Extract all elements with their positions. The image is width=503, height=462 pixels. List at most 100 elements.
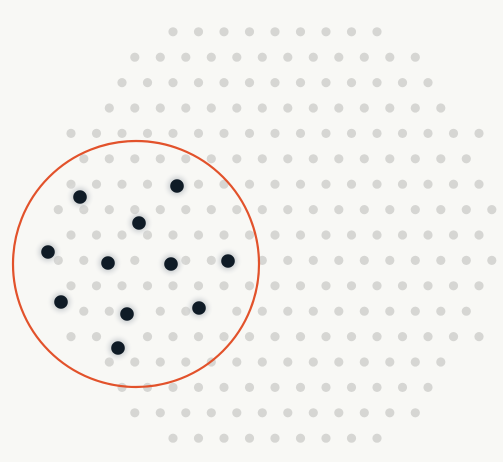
grid-dot <box>321 78 331 88</box>
grid-dot <box>334 408 344 418</box>
grid-dot <box>168 230 178 240</box>
grid-dot <box>193 433 204 443</box>
grid-dot <box>155 103 165 113</box>
grid-dot <box>346 128 357 138</box>
grid-dot <box>130 255 140 265</box>
grid-dot <box>257 357 267 367</box>
grid-dot <box>66 128 76 138</box>
selection-ring[interactable] <box>11 139 261 389</box>
grid-dot <box>423 128 433 138</box>
grid-dot <box>244 78 255 88</box>
grid-dot <box>423 382 433 392</box>
grid-dot <box>257 306 267 316</box>
grid-dot <box>295 230 306 240</box>
grid-dot <box>410 255 420 265</box>
grid-dot <box>219 332 229 342</box>
grid-dot <box>219 78 229 88</box>
grid-dot <box>270 382 280 392</box>
grid-dot <box>423 281 433 291</box>
grid-dot <box>181 103 191 113</box>
grid-dot <box>193 382 204 392</box>
selected-dot[interactable] <box>101 256 115 270</box>
grid-dot <box>436 205 446 215</box>
grid-dot <box>308 357 318 367</box>
selected-dot[interactable] <box>164 257 178 271</box>
grid-dot <box>334 103 344 113</box>
grid-dot <box>193 179 204 189</box>
selected-dot[interactable] <box>111 341 125 355</box>
grid-dot <box>461 306 471 316</box>
grid-dot <box>372 230 382 240</box>
grid-dot <box>448 230 459 240</box>
grid-dot <box>346 78 357 88</box>
grid-dot <box>168 78 178 88</box>
grid-dot <box>346 230 357 240</box>
grid-dot <box>410 205 420 215</box>
selected-dot[interactable] <box>41 245 55 259</box>
selected-dot[interactable] <box>192 301 206 315</box>
selected-dot[interactable] <box>120 307 134 321</box>
grid-dot <box>66 230 76 240</box>
selected-dot[interactable] <box>170 179 184 193</box>
grid-dot <box>283 205 293 215</box>
grid-dot <box>270 78 280 88</box>
grid-dot <box>448 128 459 138</box>
grid-dot <box>359 357 369 367</box>
grid-dot <box>334 357 344 367</box>
grid-dot <box>474 179 484 189</box>
grid-dot <box>359 154 369 164</box>
grid-dot <box>372 128 382 138</box>
grid-dot <box>193 332 204 342</box>
grid-dot <box>130 52 140 62</box>
grid-dot <box>168 332 178 342</box>
grid-dot <box>385 154 395 164</box>
grid-dot <box>448 179 459 189</box>
grid-dot <box>283 103 293 113</box>
grid-dot <box>385 408 395 418</box>
grid-dot <box>244 281 255 291</box>
selected-dots-group <box>33 171 243 363</box>
grid-dot <box>334 154 344 164</box>
grid-dot <box>142 128 153 138</box>
grid-dot <box>244 230 255 240</box>
grid-dot <box>232 52 242 62</box>
grid-dot <box>372 382 382 392</box>
grid-dot <box>257 154 267 164</box>
grid-dot <box>334 306 344 316</box>
grid-dot <box>66 281 76 291</box>
grid-dot <box>321 433 331 443</box>
grid-dot <box>295 27 306 37</box>
grid-dot <box>372 78 382 88</box>
selected-dot[interactable] <box>54 295 68 309</box>
grid-dot <box>321 382 331 392</box>
grid-dot <box>91 230 102 240</box>
grid-dot <box>117 128 127 138</box>
grid-dot <box>372 281 382 291</box>
grid-dot <box>295 78 306 88</box>
grid-dot <box>295 179 306 189</box>
grid-dot <box>244 433 255 443</box>
selected-dot[interactable] <box>221 254 235 268</box>
grid-dot <box>283 408 293 418</box>
grid-dot <box>436 255 446 265</box>
grid-dot <box>283 154 293 164</box>
grid-dot <box>346 179 357 189</box>
selected-dot[interactable] <box>73 190 87 204</box>
grid-dot <box>181 52 191 62</box>
selected-dot[interactable] <box>132 216 146 230</box>
grid-dot <box>410 103 420 113</box>
grid-dot <box>117 78 127 88</box>
grid-dot <box>79 154 89 164</box>
grid-dot <box>334 255 344 265</box>
grid-dot <box>244 332 255 342</box>
grid-dot <box>270 27 280 37</box>
grid-dot <box>270 128 280 138</box>
grid-dot <box>295 281 306 291</box>
grid-dot <box>117 179 127 189</box>
grid-dot <box>359 205 369 215</box>
grid-dot <box>104 154 114 164</box>
grid-dot <box>206 154 216 164</box>
grid-dot <box>321 179 331 189</box>
grid-dot <box>423 332 433 342</box>
grid-dot <box>410 306 420 316</box>
